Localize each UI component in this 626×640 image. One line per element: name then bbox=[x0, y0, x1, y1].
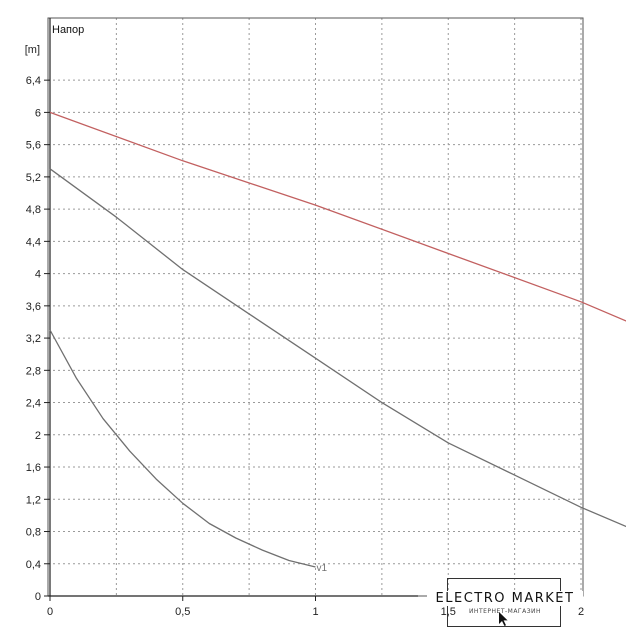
y-tick-label: 1,2 bbox=[26, 494, 41, 506]
series-line-v2 bbox=[49, 168, 626, 528]
y-axis-unit: [m] bbox=[25, 44, 40, 56]
logo-subtitle: ИНТЕРНЕТ-МАГАЗИН bbox=[468, 608, 542, 615]
cursor-arrow-icon bbox=[499, 612, 508, 626]
x-tick-label: 2 bbox=[578, 606, 584, 618]
y-tick-label: 4 bbox=[35, 269, 41, 281]
chart-axes bbox=[48, 18, 418, 597]
logo-title: ELECTRO MARKET bbox=[427, 591, 583, 606]
y-tick-label: 5,6 bbox=[26, 140, 41, 152]
x-tick-label: 1,5 bbox=[441, 606, 456, 618]
y-tick-label: 0 bbox=[35, 591, 41, 603]
y-tick-label: 4,4 bbox=[26, 236, 41, 248]
series-line-v3 bbox=[49, 111, 626, 322]
y-tick-labels: 0 0,4 0,8 1,2 1,6 2 2,4 2,8 3,2 3,6 4 4,4 4,8 5,2 5,6 6… bbox=[26, 75, 50, 603]
y-tick-label: 6 bbox=[35, 107, 41, 119]
series-label-v1: v1 bbox=[317, 563, 328, 574]
y-tick-label: 3,6 bbox=[26, 301, 41, 313]
y-tick-label: 0,8 bbox=[26, 527, 41, 539]
electro-market-logo: ELECTRO MARKET ИНТЕРНЕТ-МАГАЗИН bbox=[427, 578, 583, 634]
x-tick-label: 1 bbox=[312, 606, 318, 618]
x-tick-labels: 00,511,522,5 bbox=[47, 596, 584, 618]
x-tick-label: 0 bbox=[47, 606, 53, 618]
y-tick-label: 4,8 bbox=[26, 204, 41, 216]
y-tick-label: 2 bbox=[35, 430, 41, 442]
y-tick-label: 2,8 bbox=[26, 365, 41, 377]
y-tick-label: 2,4 bbox=[26, 398, 41, 410]
y-tick-label: 5,2 bbox=[26, 172, 41, 184]
y-tick-label: 3,2 bbox=[26, 333, 41, 345]
y-tick-label: 6,4 bbox=[26, 75, 41, 87]
y-tick-label: 1,6 bbox=[26, 462, 41, 474]
series-line-v1 bbox=[49, 329, 316, 568]
chart-grid bbox=[48, 18, 583, 596]
x-tick-label: 0,5 bbox=[175, 606, 190, 618]
y-tick-label: 0,4 bbox=[26, 559, 41, 571]
chart-series: v1v2v3 bbox=[49, 111, 626, 574]
y-axis-title: Напор bbox=[52, 24, 84, 36]
